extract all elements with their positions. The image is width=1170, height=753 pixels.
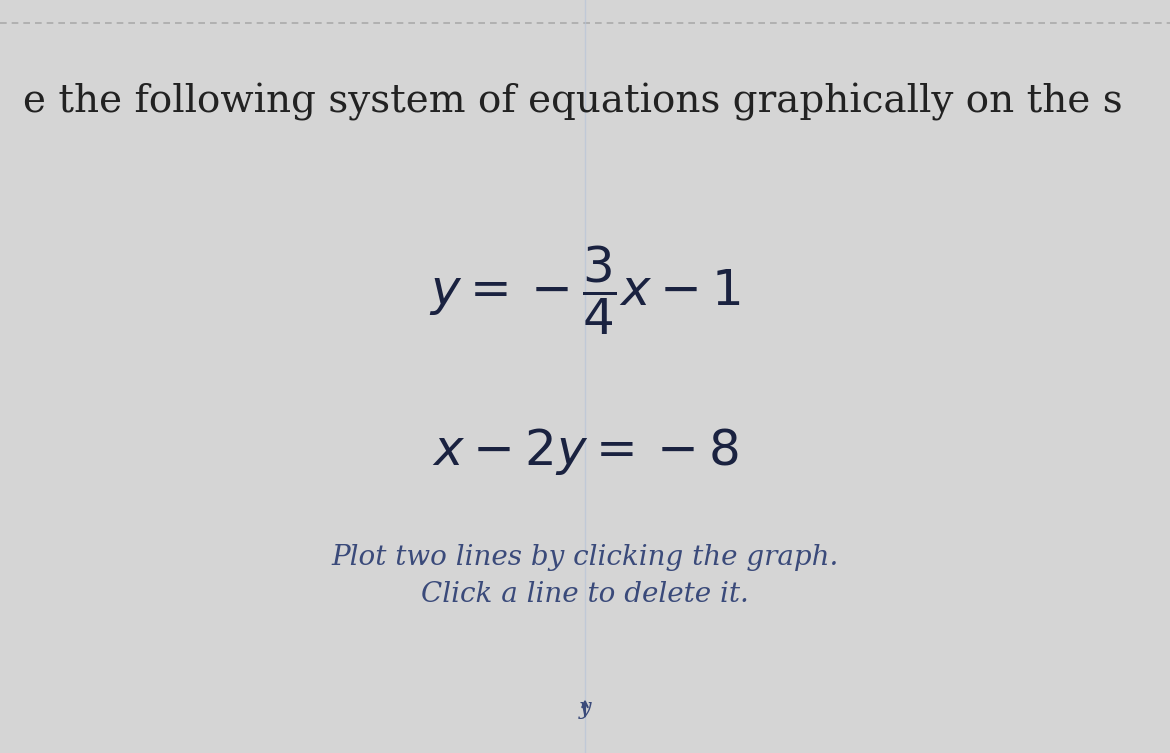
Text: Plot two lines by clicking the graph.: Plot two lines by clicking the graph. [331,544,839,571]
Text: $x - 2y = -8$: $x - 2y = -8$ [432,426,738,477]
Text: e the following system of equations graphically on the s: e the following system of equations grap… [23,83,1123,120]
Text: $y = -\dfrac{3}{4}x - 1$: $y = -\dfrac{3}{4}x - 1$ [429,243,741,337]
Text: Click a line to delete it.: Click a line to delete it. [421,581,749,608]
Text: y: y [579,697,591,719]
